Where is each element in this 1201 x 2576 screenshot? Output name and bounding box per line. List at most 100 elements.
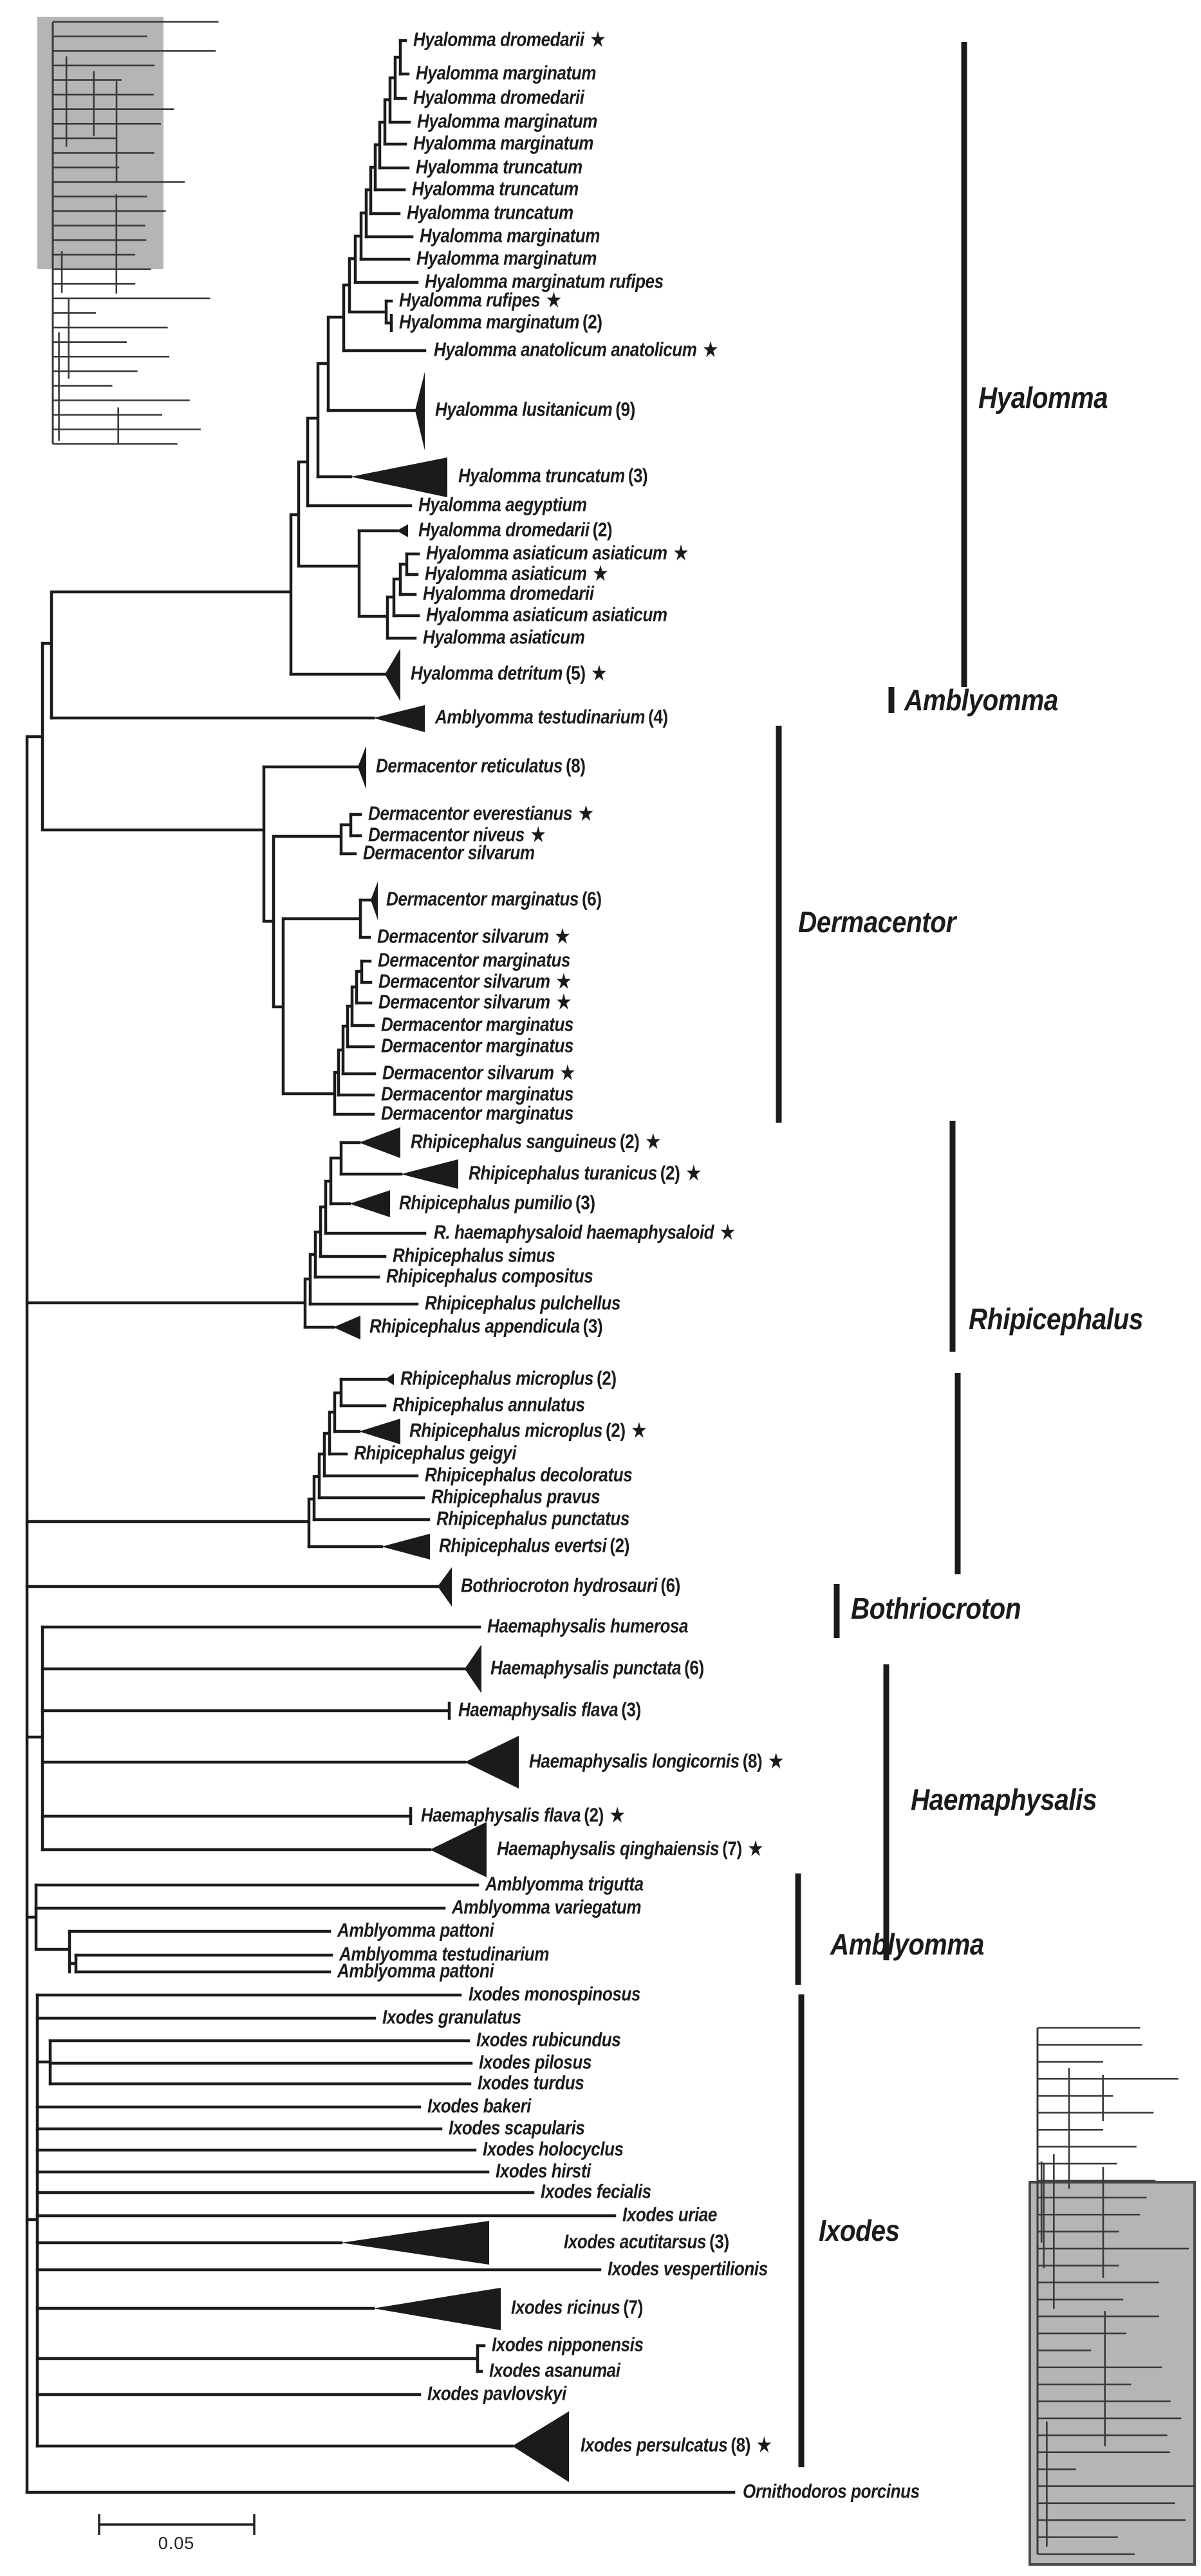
species-label: Rhipicephalus sanguineus (2) ★ [411, 1130, 660, 1154]
specimen-count: (8) [731, 2433, 750, 2456]
species-name: Haemaphysalis humerosa [487, 1614, 689, 1637]
species-label: Rhipicephalus pravus [431, 1486, 600, 1509]
species-label: Hyalomma marginatum [416, 62, 596, 85]
species-label: Ixodes acutitarsus (3) [564, 2231, 729, 2254]
species-label: Dermacentor reticulatus (8) [376, 755, 586, 778]
species-name: Hyalomma dromedarii [423, 582, 594, 605]
species-name: Ixodes vespertilionis [608, 2257, 768, 2280]
species-name: Ixodes granulatus [382, 2005, 521, 2029]
species-name: Dermacentor marginatus [378, 948, 571, 971]
species-label: Haemaphysalis punctata (6) [490, 1657, 704, 1680]
species-name: Amblyomma trigutta [485, 1872, 644, 1895]
species-name: Ixodes fecialis [541, 2180, 651, 2203]
specimen-count: (3) [709, 2230, 729, 2253]
species-name: Dermacentor marginatus [381, 1034, 574, 1057]
star-icon: ★ [646, 1131, 661, 1153]
species-label: Haemaphysalis flava (2) ★ [421, 1803, 625, 1827]
species-name: Hyalomma marginatum [413, 131, 593, 154]
species-name: Ixodes uriae [622, 2203, 717, 2226]
species-name: Hyalomma truncatum [416, 155, 582, 178]
species-name: Haemaphysalis punctata [490, 1656, 682, 1679]
specimen-count: (6) [684, 1656, 704, 1679]
specimen-count: (8) [565, 754, 586, 777]
species-name: Hyalomma truncatum [407, 201, 573, 224]
species-name: Hyalomma dromedarii [413, 86, 584, 109]
inset-overview-bottom-right [1029, 2027, 1196, 2566]
species-name: Hyalomma rufipes [399, 288, 541, 311]
species-label: Ixodes nipponensis [492, 2333, 644, 2357]
genus-label: Ixodes [819, 2214, 900, 2247]
species-name: Hyalomma asiaticum [425, 562, 587, 585]
star-icon: ★ [768, 1751, 783, 1772]
species-label: Hyalomma rufipes ★ [399, 289, 561, 312]
species-name: Hyalomma marginatum [417, 109, 597, 133]
specimen-count: (2) [619, 1130, 640, 1153]
species-label: Hyalomma marginatum (2) [399, 311, 602, 334]
species-name: Dermacentor marginatus [386, 887, 579, 910]
specimen-count: (9) [615, 398, 635, 421]
species-name: Haemaphysalis flava [458, 1698, 619, 1721]
species-label: Amblyomma variegatum [452, 1896, 641, 1919]
species-name: Dermacentor reticulatus [376, 754, 563, 777]
star-icon: ★ [556, 991, 572, 1013]
species-label: Dermacentor marginatus [381, 1035, 573, 1058]
species-name: Rhipicephalus compositus [386, 1264, 593, 1287]
genus-bars [776, 42, 967, 2467]
species-name: Haemaphysalis longicornis [529, 1749, 740, 1772]
species-name: Hyalomma asiaticum asiaticum [426, 541, 667, 564]
species-name: Ixodes bakeri [427, 2094, 531, 2117]
specimen-count: (2) [660, 1161, 680, 1184]
species-label: Ixodes pavlovskyi [427, 2382, 566, 2406]
specimen-count: (2) [606, 1419, 626, 1442]
species-label: Hyalomma truncatum (3) [458, 464, 648, 488]
species-label: Hyalomma truncatum [412, 178, 579, 201]
species-name: Hyalomma asiaticum asiaticum [426, 603, 667, 626]
species-label: Rhipicephalus decoloratus [425, 1463, 633, 1487]
star-icon: ★ [703, 339, 718, 361]
species-name: Ixodes acutitarsus [564, 2230, 707, 2253]
inset-overview-top-left [37, 17, 219, 445]
species-name: Rhipicephalus punctatus [436, 1507, 629, 1530]
star-icon: ★ [556, 971, 572, 993]
species-label: Hyalomma anatolicum anatolicum ★ [434, 338, 718, 362]
species-label: Dermacentor silvarum ★ [377, 925, 570, 948]
species-name: Dermacentor silvarum [382, 1061, 554, 1084]
species-name: Hyalomma truncatum [458, 464, 625, 487]
species-label: Rhipicephalus annulatus [393, 1394, 585, 1417]
star-icon: ★ [631, 1420, 647, 1442]
species-name: Rhipicephalus simus [393, 1244, 555, 1267]
species-name: Rhipicephalus evertsi [439, 1534, 607, 1557]
species-name: Dermacentor everestianus [368, 802, 573, 825]
species-label: Rhipicephalus geigyi [354, 1442, 516, 1465]
species-label: Ixodes holocyclus [483, 2138, 624, 2161]
species-name: Ixodes monospinosus [469, 1982, 640, 2005]
specimen-count: (7) [623, 2295, 643, 2319]
species-label: Hyalomma asiaticum asiaticum ★ [426, 542, 688, 565]
species-label: Ixodes turdus [478, 2072, 584, 2095]
star-icon: ★ [590, 29, 606, 51]
species-label: Ixodes monospinosus [469, 1983, 640, 2006]
specimen-count: (3) [575, 1191, 595, 1214]
species-label: Ixodes persulcatus (8) ★ [581, 2433, 772, 2457]
species-name: Hyalomma marginatum rufipes [425, 270, 664, 293]
species-label: Hyalomma asiaticum ★ [425, 562, 608, 585]
species-label: Amblyomma trigutta [485, 1873, 644, 1896]
species-label: Hyalomma marginatum [420, 225, 600, 248]
species-label: Rhipicephalus appendicula (3) [369, 1315, 603, 1338]
genus-label: Dermacentor [798, 905, 956, 939]
species-name: Ixodes turdus [478, 2071, 584, 2094]
species-name: Haemaphysalis flava [421, 1803, 581, 1826]
species-name: Hyalomma aegyptium [418, 493, 587, 516]
star-icon: ★ [530, 824, 546, 846]
species-name: Haemaphysalis qinghaiensis [497, 1837, 720, 1860]
species-label: Ixodes scapularis [449, 2117, 585, 2140]
species-name: Dermacentor silvarum [378, 990, 550, 1013]
specimen-count: (6) [582, 887, 602, 910]
species-name: Dermacentor marginatus [381, 1013, 574, 1036]
specimen-count: (5) [566, 661, 586, 685]
species-label: Haemaphysalis flava (3) [458, 1698, 641, 1722]
species-name: Rhipicephalus decoloratus [425, 1463, 633, 1486]
species-name: Amblyomma pattoni [337, 1918, 494, 1942]
specimen-count: (2) [597, 1366, 617, 1390]
